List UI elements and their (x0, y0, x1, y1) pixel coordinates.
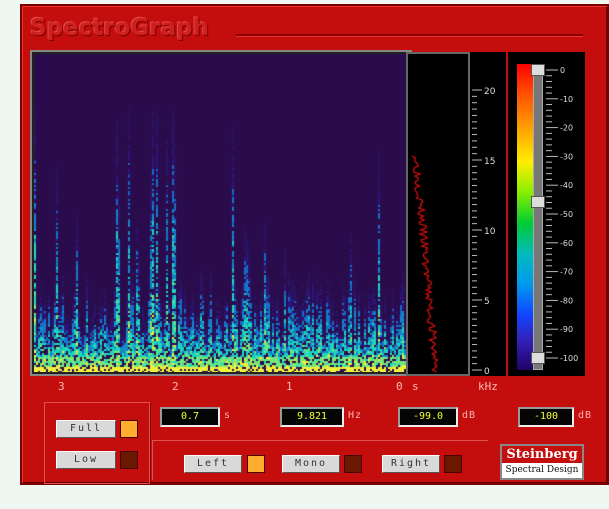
level-slider-bottom-knob[interactable] (531, 352, 545, 364)
db-tick-label: -60 (560, 239, 573, 248)
frequency-scale: 20 15 10 5 0 (470, 52, 506, 376)
app-title: SpectroGraph (30, 15, 209, 41)
floor-readout[interactable]: -100 (518, 407, 574, 427)
low-button[interactable]: Low (56, 451, 116, 469)
left-channel-led[interactable] (247, 455, 265, 473)
spectrogram-display[interactable] (34, 54, 406, 372)
floor-readout-unit: dB (578, 410, 593, 421)
db-tick-label: -40 (560, 181, 573, 190)
khz-tick-label: 5 (484, 297, 490, 307)
time-label-0: 0 (396, 380, 403, 393)
right-channel-button[interactable]: Right (382, 455, 440, 473)
level-slider-knob[interactable] (531, 195, 545, 208)
db-tick-label: -70 (560, 268, 573, 277)
time-label-1: 1 (286, 380, 293, 393)
khz-tick-label: 15 (484, 157, 495, 167)
db-tick-label: 0 (560, 66, 565, 75)
db-tick-label: -30 (560, 152, 573, 161)
db-tick-label: -100 (560, 354, 578, 363)
full-button[interactable]: Full (56, 420, 116, 438)
brand-name: Steinberg (502, 446, 582, 463)
level-slider-top-knob[interactable] (531, 64, 545, 76)
khz-tick-label: 10 (484, 227, 496, 237)
resolution-group (44, 402, 150, 484)
time-readout[interactable]: 0.7 (160, 407, 220, 427)
frequency-readout-unit: Hz (348, 410, 363, 421)
db-tick-label: -20 (560, 124, 573, 133)
left-channel-button[interactable]: Left (184, 455, 242, 473)
db-tick-label: -10 (560, 95, 573, 104)
low-led[interactable] (120, 451, 138, 469)
mono-channel-led[interactable] (344, 455, 362, 473)
full-led[interactable] (120, 420, 138, 438)
time-label-3: 3 (58, 380, 65, 393)
db-tick-label: -80 (560, 296, 573, 305)
steinberg-logo: Steinberg Spectral Design (500, 444, 584, 480)
time-label-2: 2 (172, 380, 179, 393)
time-readout-unit: s (224, 410, 232, 421)
time-unit-label: s (412, 380, 419, 393)
khz-tick-label: 20 (484, 87, 496, 97)
level-readout-unit: dB (462, 410, 477, 421)
title-divider (236, 34, 583, 36)
channel-group (152, 440, 488, 480)
khz-tick-label: 0 (484, 367, 490, 376)
brand-tagline: Spectral Design (505, 465, 579, 475)
frequency-readout[interactable]: 9.821 (280, 407, 344, 427)
db-tick-label: -90 (560, 325, 573, 334)
freq-unit-label: kHz (478, 380, 498, 393)
level-slider-track[interactable] (533, 64, 543, 370)
level-readout[interactable]: -99.0 (398, 407, 458, 427)
right-channel-led[interactable] (444, 455, 462, 473)
level-color-bar (517, 64, 533, 370)
mono-channel-button[interactable]: Mono (282, 455, 340, 473)
db-tick-label: -50 (560, 210, 573, 219)
spectrum-envelope (410, 56, 468, 374)
